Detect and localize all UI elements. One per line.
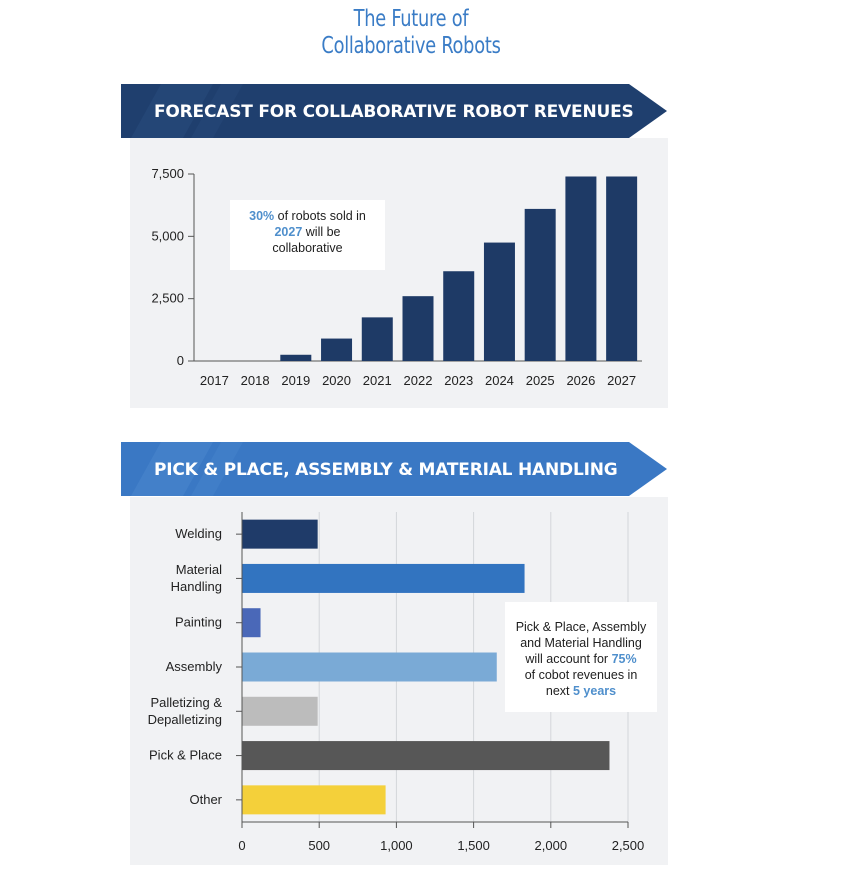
revenue-bar — [361, 317, 393, 361]
applications-bar — [242, 741, 610, 771]
applications-callout: Pick & Place, Assembly and Material Hand… — [505, 602, 657, 712]
revenue-callout-percent: 30% — [249, 209, 275, 223]
applications-callout-text-5: next — [545, 684, 573, 698]
applications-x-tick-label: 1,500 — [457, 838, 490, 853]
applications-banner — [121, 442, 667, 496]
revenue-x-tick-label: 2018 — [241, 373, 270, 388]
applications-category-label: Painting — [175, 615, 222, 630]
applications-category-label: Depalletizing — [148, 712, 222, 727]
revenue-x-tick-label: 2023 — [444, 373, 473, 388]
applications-x-tick-label: 2,000 — [535, 838, 568, 853]
applications-callout-percent: 75% — [611, 652, 637, 666]
revenue-bar — [402, 296, 434, 361]
applications-bar — [242, 785, 386, 815]
applications-bar — [242, 519, 318, 549]
revenue-callout-text-2: will be — [302, 225, 341, 239]
revenue-x-tick-label: 2027 — [607, 373, 636, 388]
revenue-bar — [443, 271, 475, 361]
applications-bar — [242, 652, 497, 682]
revenue-y-tick-label: 7,500 — [151, 166, 184, 181]
revenue-callout-line-1: 30% of robots sold in — [230, 208, 385, 224]
applications-category-label: Palletizing & — [150, 695, 222, 710]
revenue-bar — [524, 208, 556, 361]
revenue-bar — [280, 354, 312, 361]
applications-category-label: Assembly — [166, 659, 223, 674]
applications-category-label: Material — [176, 562, 222, 577]
revenue-bar-chart: 0 2,500 5,000 7,500 2017 2018 2019 2020 2021 2022… — [151, 166, 642, 388]
page-title-line-2: Collaborative Robots — [321, 33, 501, 59]
applications-chart-title: PICK & PLACE, ASSEMBLY & MATERIAL HANDLI… — [154, 460, 618, 480]
revenue-y-tick-label: 2,500 — [151, 291, 184, 306]
applications-category-label: Other — [189, 792, 222, 807]
applications-callout-years: 5 years — [573, 684, 617, 698]
revenue-callout-text-1: of robots sold in — [274, 209, 366, 223]
revenue-x-tick-label: 2021 — [363, 373, 392, 388]
revenue-x-tick-label: 2026 — [566, 373, 595, 388]
revenue-callout-line-2: 2027 will be — [230, 224, 385, 240]
revenue-callout-year: 2027 — [274, 225, 303, 239]
applications-bar — [242, 696, 318, 726]
revenue-bar — [483, 242, 515, 361]
applications-callout-line-3: will account for 75% — [505, 651, 657, 667]
applications-category-label: Handling — [171, 579, 222, 594]
applications-x-tick-label: 0 — [238, 838, 245, 853]
applications-bar — [242, 608, 261, 638]
page-title: The Future of Collaborative Robots — [0, 6, 822, 60]
revenue-x-tick-label: 2022 — [404, 373, 433, 388]
applications-category-label: Welding — [175, 526, 222, 541]
applications-callout-line-2: and Material Handling — [520, 636, 642, 650]
revenue-banner — [121, 84, 667, 138]
applications-x-tick-label: 500 — [308, 838, 330, 853]
applications-category-label: Pick & Place — [149, 748, 222, 763]
revenue-callout-line-3: collaborative — [272, 241, 343, 255]
applications-callout-line-5: next 5 years — [505, 683, 657, 699]
revenue-x-tick-label: 2019 — [281, 373, 310, 388]
revenue-y-tick-label: 5,000 — [151, 228, 184, 243]
revenue-x-tick-label: 2020 — [322, 373, 351, 388]
applications-callout-line-4: of cobot revenues in — [524, 668, 638, 682]
revenue-bar — [606, 176, 638, 361]
revenue-x-tick-label: 2024 — [485, 373, 514, 388]
revenue-bar — [321, 338, 353, 361]
applications-bar — [242, 563, 525, 593]
revenue-x-tick-label: 2025 — [526, 373, 555, 388]
revenue-y-tick-label: 0 — [177, 353, 184, 368]
revenue-chart-title: FORECAST FOR COLLABORATIVE ROBOT REVENUE… — [154, 102, 634, 122]
applications-callout-line-1: Pick & Place, Assembly — [515, 620, 647, 634]
revenue-callout: 30% of robots sold in 2027 will be colla… — [230, 200, 385, 270]
revenue-bar — [565, 176, 597, 361]
applications-x-tick-label: 2,500 — [612, 838, 645, 853]
applications-x-tick-label: 1,000 — [380, 838, 413, 853]
applications-callout-text-3: will account for — [525, 652, 612, 666]
page-title-line-1: The Future of — [353, 6, 469, 32]
revenue-x-tick-label: 2017 — [200, 373, 229, 388]
